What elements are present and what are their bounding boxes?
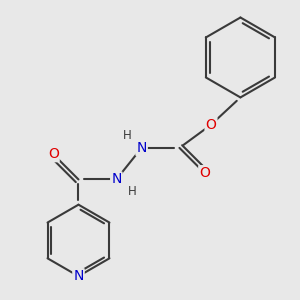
Text: O: O xyxy=(206,118,216,132)
Text: H: H xyxy=(128,185,137,198)
Text: O: O xyxy=(48,147,59,161)
Text: N: N xyxy=(136,141,147,155)
Text: O: O xyxy=(199,166,210,180)
Text: H: H xyxy=(122,129,131,142)
Text: N: N xyxy=(73,269,84,283)
Text: N: N xyxy=(111,172,122,186)
